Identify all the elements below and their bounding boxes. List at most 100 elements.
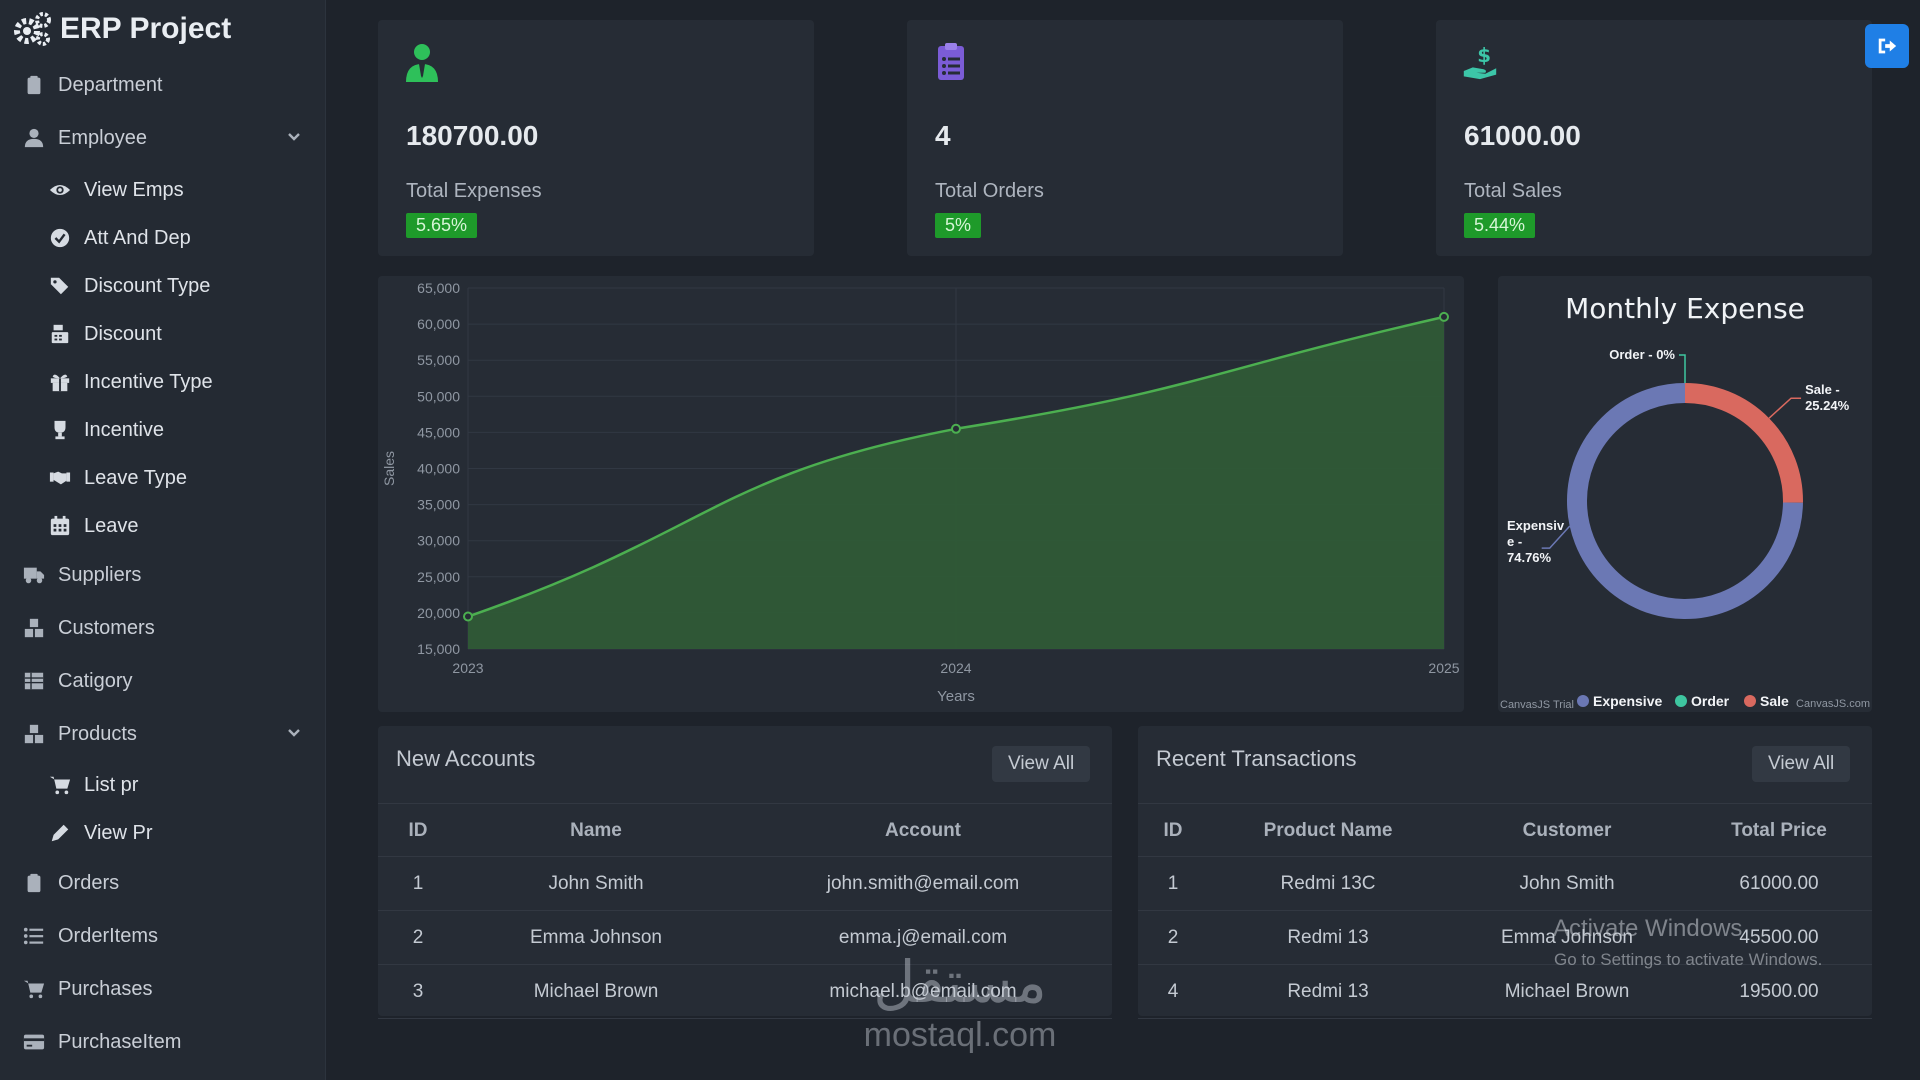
chevron-down-icon[interactable] — [286, 724, 302, 740]
credit-card-icon — [22, 1030, 46, 1054]
donut-slice-expensive[interactable] — [1567, 383, 1803, 619]
sidebar-item-label: Leave — [84, 514, 139, 537]
sidebar-item-customers[interactable]: Customers — [0, 604, 326, 652]
monthly-expense-panel: Monthly Expense Order - 0% Sale -25.24% Ex… — [1498, 276, 1872, 712]
new-accounts-panel: New Accounts View All ID Name Account 1 … — [378, 726, 1112, 1019]
table-row[interactable]: 4 Redmi 13 Michael Brown 19500.00 — [1138, 965, 1872, 1019]
sidebar-item-label: Incentive — [84, 418, 165, 441]
sidebar-item-label: Orders — [58, 871, 120, 894]
sidebar-item-suppliers[interactable]: Suppliers — [0, 551, 326, 599]
cell-account: emma.j@email.com — [838, 927, 1008, 948]
cash-register-icon — [48, 322, 72, 346]
table-header: ID Product Name Customer Total Price — [1138, 803, 1872, 857]
sidebar-item-department[interactable]: Department — [0, 61, 326, 109]
sidebar-item-products[interactable]: Products — [0, 710, 326, 758]
cell-id: 2 — [1167, 927, 1179, 948]
sidebar-item-leave[interactable]: Leave — [0, 502, 326, 550]
chevron-down-icon[interactable] — [286, 128, 302, 144]
slice-label: Expensiv e -74.76% — [1507, 518, 1565, 565]
stat-value: 4 — [935, 120, 951, 151]
user-icon — [22, 126, 46, 150]
legend-entry[interactable]: Order — [1691, 693, 1730, 709]
table-icon — [22, 669, 46, 693]
slice-label: Order - 0% — [1609, 347, 1675, 362]
column-header[interactable]: ID — [408, 820, 428, 841]
column-header[interactable]: Product Name — [1263, 820, 1393, 841]
cell-id: 1 — [412, 873, 424, 894]
clipboard-icon — [22, 73, 46, 97]
list-icon — [22, 924, 46, 948]
table-row[interactable]: 2 Redmi 13 Emma Johnson 45500.00 — [1138, 911, 1872, 965]
legend-entry[interactable]: Sale — [1760, 693, 1789, 709]
handshake-icon — [48, 466, 72, 490]
y-tick-label: 50,000 — [417, 388, 460, 404]
mostaql-logo-text: mostaql.com — [863, 1016, 1057, 1054]
sales-chart-panel: 15,000 20,000 25,000 30,000 35,000 40,000 45,0… — [378, 276, 1464, 712]
table-row[interactable]: 1 Redmi 13C John Smith 61000.00 — [1138, 857, 1872, 911]
sidebar-item-incentive[interactable]: Incentive — [0, 406, 326, 454]
boxes-icon — [22, 616, 46, 640]
brand[interactable]: ERP Project — [12, 10, 231, 48]
cell-price: 19500.00 — [1739, 981, 1819, 1002]
stat-card-expenses: 180700.00 Total Expenses 5.65% — [378, 20, 814, 256]
sidebar-item-view-pr[interactable]: View Pr — [0, 809, 326, 857]
sidebar-item-incentive-type[interactable]: Incentive Type — [0, 358, 326, 406]
sign-out-icon — [1878, 38, 1897, 54]
column-header[interactable]: Account — [885, 820, 961, 841]
legend-marker — [1744, 695, 1756, 707]
data-point[interactable] — [951, 423, 961, 434]
sidebar-item-discount-type[interactable]: Discount Type — [0, 262, 326, 310]
view-all-accounts-button[interactable]: View All — [992, 746, 1091, 782]
sidebar-item-label: Incentive Type — [84, 370, 213, 393]
table-row[interactable]: 1 John Smith john.smith@email.com — [378, 857, 1112, 911]
mostaql-watermark: مستقل mostaql.com — [845, 950, 1075, 1055]
data-point[interactable] — [463, 611, 473, 622]
column-header[interactable]: Total Price — [1731, 820, 1827, 841]
sidebar-item-label: Catigory — [58, 669, 133, 692]
table-row[interactable]: 2 Emma Johnson emma.j@email.com — [378, 911, 1112, 965]
stat-badge: 5.44% — [1464, 213, 1536, 238]
stat-card-orders: 4 Total Orders 5% — [907, 20, 1343, 256]
donut-slice-sale[interactable] — [1684, 383, 1803, 503]
sidebar-item-orderitems[interactable]: OrderItems — [0, 912, 326, 960]
panel-title: Recent Transactions — [1156, 746, 1357, 771]
cell-product: Redmi 13 — [1287, 981, 1369, 1002]
legend-entry[interactable]: Expensive — [1593, 693, 1662, 709]
sidebar-item-label: Att And Dep — [84, 226, 191, 249]
y-tick-label: 40,000 — [417, 461, 460, 477]
sidebar-item-label: Department — [58, 73, 163, 96]
sidebar-item-purchaseitem[interactable]: PurchaseItem — [0, 1018, 326, 1066]
view-all-transactions-button[interactable]: View All — [1752, 746, 1851, 782]
sidebar-item-discount[interactable]: Discount — [0, 310, 326, 358]
cell-id: 2 — [412, 927, 424, 948]
table-row[interactable]: 3 Michael Brown michael.b@email.com — [378, 965, 1112, 1019]
sidebar-item-orders[interactable]: Orders — [0, 859, 326, 907]
y-axis-title: Sales — [381, 451, 397, 486]
sidebar-item-purchases[interactable]: Purchases — [0, 965, 326, 1013]
canvasjs-credit-link[interactable]: CanvasJS.com — [1796, 698, 1870, 710]
column-header[interactable]: Name — [570, 820, 622, 841]
gift-icon — [48, 370, 72, 394]
sidebar-item-list-pr[interactable]: List pr — [0, 761, 326, 809]
data-point[interactable] — [1439, 311, 1449, 322]
canvasjs-credit[interactable]: CanvasJS Trial — [1500, 699, 1574, 711]
sidebar-item-catigory[interactable]: Catigory — [0, 657, 326, 705]
column-header[interactable]: ID — [1163, 820, 1183, 841]
truck-icon — [22, 563, 46, 587]
activate-windows-subtitle: Go to Settings to activate Windows. — [1554, 950, 1823, 969]
brand-title: ERP Project — [60, 12, 232, 45]
sidebar-item-view-emps[interactable]: View Emps — [0, 166, 326, 214]
sidebar-item-employee[interactable]: Employee — [0, 114, 326, 162]
sidebar-item-leave-type[interactable]: Leave Type — [0, 454, 326, 502]
column-header[interactable]: Customer — [1522, 820, 1612, 841]
sidebar-item-att-and-dep[interactable]: Att And Dep — [0, 214, 326, 262]
stat-value: 180700.00 — [406, 120, 539, 151]
area-fill — [468, 316, 1444, 649]
stat-value: 61000.00 — [1464, 120, 1581, 151]
sidebar-item-label: PurchaseItem — [58, 1030, 182, 1053]
calendar-icon — [48, 514, 72, 538]
legend-marker — [1577, 695, 1589, 707]
cell-id: 1 — [1167, 873, 1179, 894]
logout-button[interactable] — [1865, 24, 1909, 68]
sidebar-item-label: OrderItems — [58, 924, 159, 947]
